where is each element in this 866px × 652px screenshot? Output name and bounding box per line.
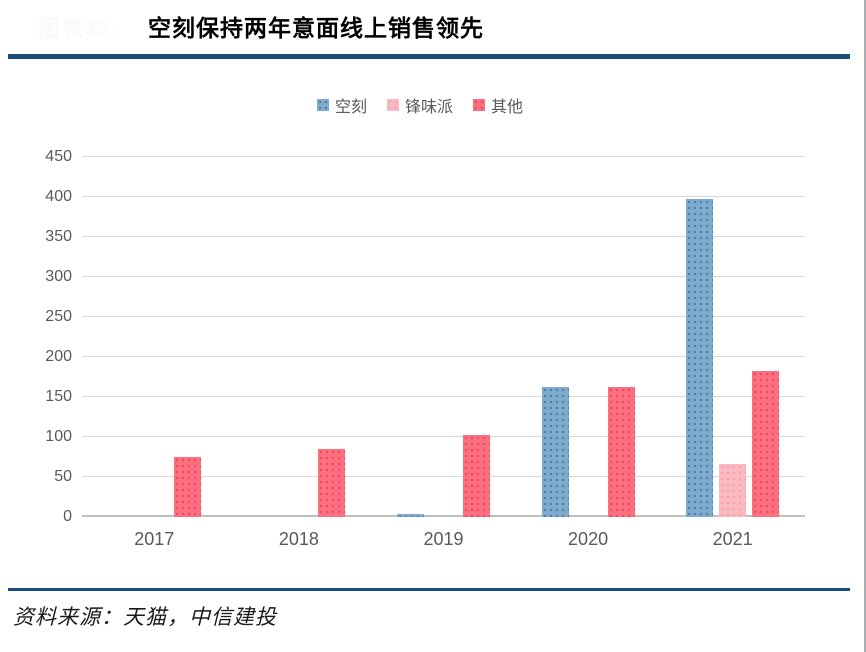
y-axis-tick-label: 0	[63, 508, 72, 525]
y-axis-tick-label: 450	[45, 148, 72, 165]
bar-group-2019	[371, 157, 516, 517]
y-axis-tick-label: 300	[45, 268, 72, 285]
header-divider-rule	[8, 54, 850, 59]
y-axis-tick-label: 350	[45, 228, 72, 245]
source-note: 资料来源：天猫，中信建投	[13, 605, 277, 629]
bar-其他-2017	[173, 457, 201, 517]
gridline	[82, 356, 805, 357]
gridline	[82, 156, 805, 157]
gridline	[82, 316, 805, 317]
bar-group-2020	[516, 157, 661, 517]
gridline	[82, 396, 805, 397]
gridline	[82, 276, 805, 277]
bar-空刻-2019	[396, 513, 424, 517]
y-axis-tick-label: 150	[45, 388, 72, 405]
legend-label: 其他	[491, 99, 524, 116]
y-axis-tick-label: 200	[45, 348, 72, 365]
bar-其他-2021	[752, 371, 780, 517]
plot-area: 0 50 100 150 200 250 300 350 400 450	[45, 148, 805, 525]
legend-swatch-icon	[386, 99, 399, 111]
bar-其他-2020	[607, 387, 635, 517]
y-axis-tick-label: 100	[45, 428, 72, 445]
x-axis-tick-label: 2019	[423, 529, 464, 549]
x-axis-tick-label: 2017	[134, 529, 175, 549]
bar-group-2021	[660, 157, 805, 517]
legend-item-其他: 其他	[473, 93, 523, 117]
gridline	[82, 436, 805, 437]
legend-item-空刻: 空刻	[316, 93, 367, 117]
chart-legend: 空刻 锋味派 其他	[0, 93, 840, 117]
bar-锋味派-2021	[719, 464, 747, 517]
x-axis-tick-label: 2020	[568, 529, 609, 549]
legend-swatch-icon	[473, 99, 485, 111]
bar-其他-2018	[318, 449, 346, 517]
y-axis-tick-label: 400	[45, 188, 72, 205]
bar-group-2018	[227, 157, 372, 517]
bar-空刻-2020	[541, 386, 569, 517]
gridline	[82, 476, 805, 477]
legend-swatch-icon	[316, 99, 329, 111]
legend-label: 空刻	[334, 99, 367, 116]
y-axis-tick-label: 250	[45, 308, 72, 325]
bar-空刻-2021	[686, 198, 714, 517]
chart-title: 空刻保持两年意面线上销售领先	[148, 15, 484, 41]
y-axis-tick-label: 50	[54, 468, 72, 485]
page-right-border	[864, 0, 866, 652]
legend-item-锋味派: 锋味派	[386, 93, 453, 117]
legend-label: 锋味派	[404, 99, 453, 116]
footer-divider-rule	[8, 588, 850, 591]
bar-其他-2019	[462, 434, 490, 517]
x-axis-tick-label: 2021	[712, 529, 753, 549]
figure-number-label: 图表33:	[38, 16, 119, 41]
gridline	[82, 196, 805, 197]
x-axis-tick-label: 2018	[278, 529, 319, 549]
x-axis-labels: 2017 2018 2019 2020 2021	[82, 529, 805, 550]
bars-row	[82, 157, 805, 517]
bar-group-2017	[82, 157, 227, 517]
x-axis-line	[82, 515, 805, 517]
gridline	[82, 236, 805, 237]
